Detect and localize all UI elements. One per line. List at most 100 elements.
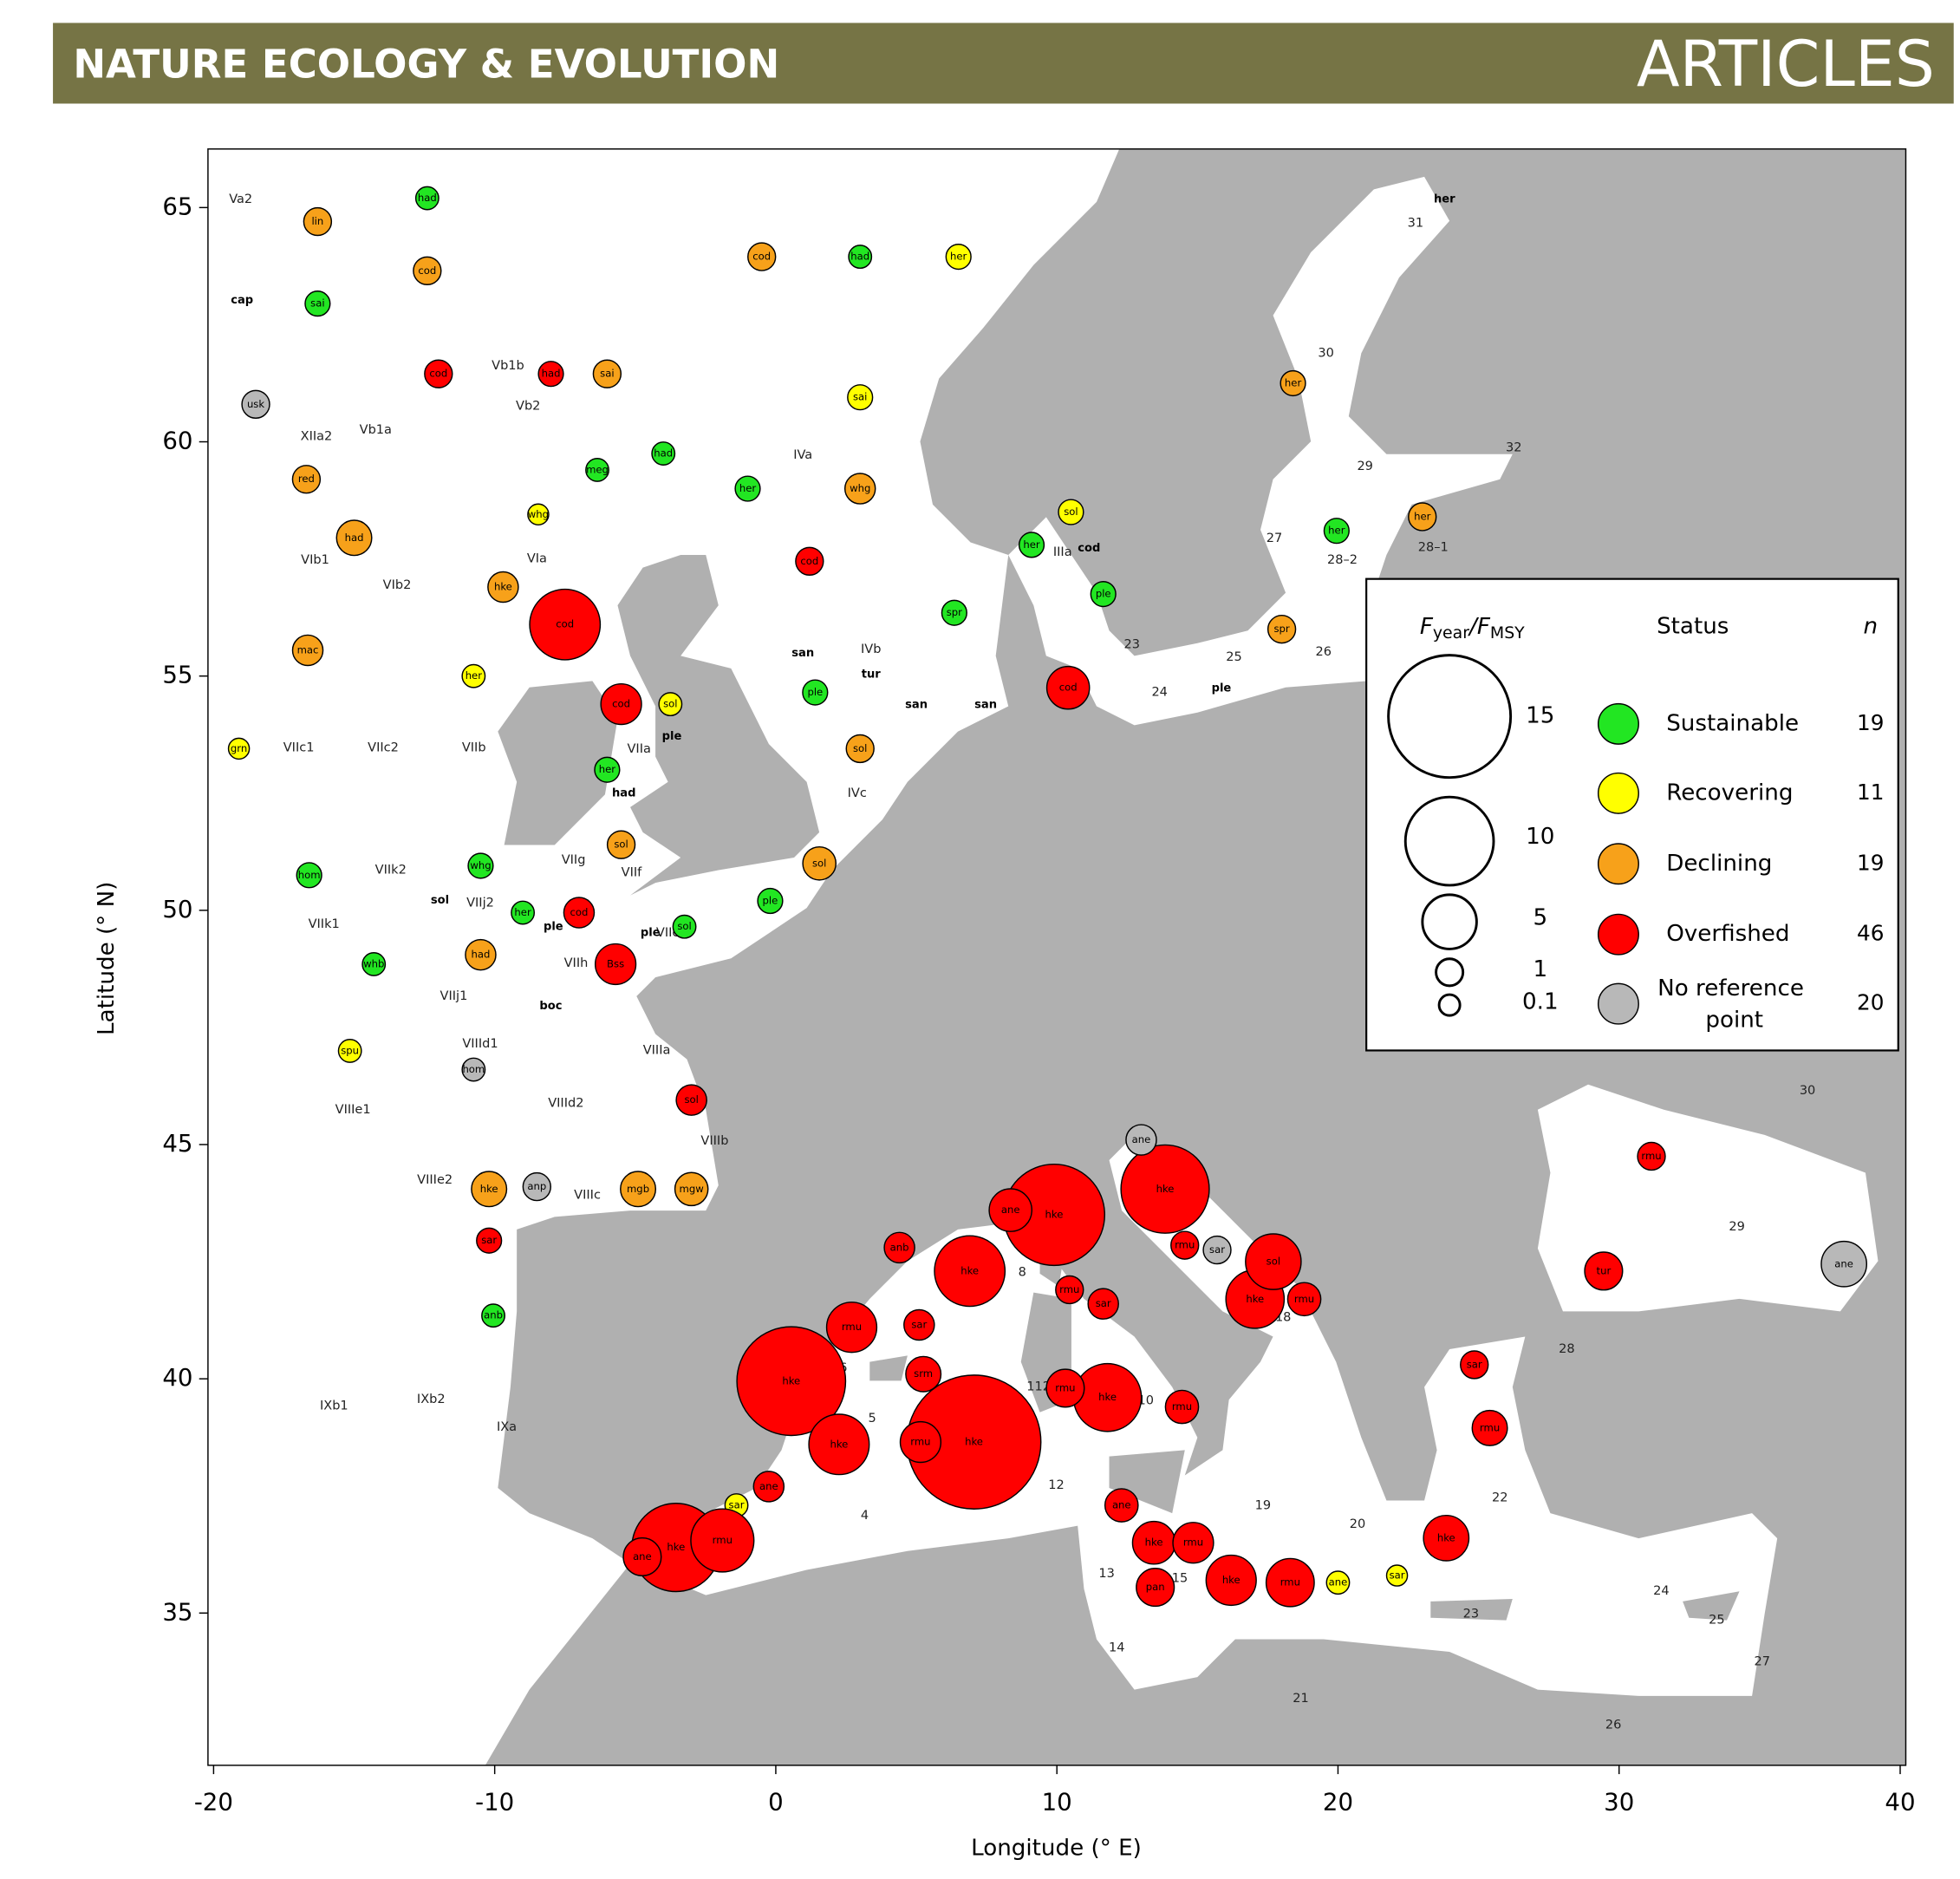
stock-code: cod: [570, 906, 588, 918]
stock-bubble: [752, 1471, 785, 1503]
stock-code: spu: [341, 1044, 359, 1056]
stock-bubble: [802, 679, 829, 706]
stock-bubble: [522, 1171, 551, 1202]
legend: Fyear/FMSY Status n 15 10 5 1 0.1 Sustainable 19 R…: [1365, 577, 1899, 1052]
stock-code: had: [345, 532, 364, 544]
stock-code: sar: [911, 1318, 927, 1330]
legend-swatch: [1597, 913, 1639, 956]
stock-bubble: [675, 1084, 707, 1116]
section-title: ARTICLES: [1637, 29, 1935, 101]
legend-label: No reference point: [1657, 975, 1811, 1033]
area-label: VIIIe2: [417, 1173, 453, 1187]
area-label: Vb1a: [360, 423, 392, 437]
stock-code: mgb: [627, 1183, 649, 1195]
stock-code: her: [950, 251, 967, 263]
area-label: IXb2: [417, 1393, 446, 1406]
stock-bubble: [747, 242, 777, 271]
legend-count: 19: [1857, 710, 1884, 735]
stock-bubble: [527, 503, 550, 526]
stock-bubble: [1323, 518, 1350, 545]
stock-bubble: [1164, 1389, 1200, 1425]
area-labels: Va2 Vb1b Vb2 XIIa2 Vb1a IVa VIb1 VIb2 VIa IIIa IVb…: [229, 192, 1815, 1732]
stock-label: cod: [1078, 542, 1100, 555]
area-label: 25: [1709, 1614, 1725, 1628]
stock-code: sol: [812, 857, 826, 869]
area-label: 30: [1318, 346, 1334, 360]
stock-bubble: [903, 1308, 935, 1341]
x-tick-label: 40: [1885, 1788, 1915, 1817]
area-label: VIIa: [627, 742, 650, 756]
stock-code: rmu: [1175, 1239, 1195, 1251]
stock-bubble: [414, 186, 440, 211]
x-tick-label: -20: [194, 1788, 233, 1817]
stock-code: ple: [1096, 588, 1111, 600]
stock-code: tur: [1597, 1264, 1612, 1276]
area-label: 27: [1267, 532, 1283, 545]
area-label: 26: [1315, 645, 1332, 659]
stock-code: red: [298, 473, 315, 485]
stock-code: rmu: [1294, 1293, 1314, 1305]
stock-code: hke: [1246, 1293, 1264, 1305]
area-label: IXa: [497, 1420, 517, 1434]
stock-code: cod: [429, 368, 447, 380]
area-label: 23: [1123, 637, 1140, 651]
stock-code: lin: [311, 215, 323, 227]
stock-code: hke: [965, 1436, 983, 1448]
stock-code: Bss: [607, 957, 624, 969]
stock-bubble: [600, 682, 642, 726]
stock-code: hke: [667, 1541, 685, 1553]
stock-label: ple: [641, 927, 661, 940]
black-sea: [1537, 1084, 1879, 1312]
stock-bubble: [413, 256, 442, 285]
atlantic: [207, 148, 1120, 1765]
stock-bubble: [736, 1326, 847, 1437]
stock-bubble: [1280, 369, 1306, 397]
stock-bubble: [899, 1420, 942, 1464]
stock-code: rmu: [1280, 1576, 1300, 1589]
stock-code: rmu: [1183, 1536, 1203, 1549]
stock-bubble: [1104, 1488, 1139, 1523]
stock-bubble: [795, 546, 824, 576]
area-label: 24: [1151, 686, 1167, 700]
size-legend-circle: [1437, 993, 1462, 1017]
stock-code: sai: [853, 391, 867, 403]
stock-bubble: [843, 473, 876, 505]
area-label: IXb1: [320, 1399, 348, 1413]
size-legend-circle: [1421, 893, 1478, 950]
size-title-part: year: [1433, 623, 1469, 643]
stock-code: anp: [527, 1180, 546, 1192]
stock-code: ane: [1834, 1257, 1853, 1269]
legend-count: 11: [1857, 780, 1884, 805]
stock-bubble: [511, 900, 536, 925]
legend-label: Declining: [1666, 851, 1772, 877]
stock-bubble: [658, 692, 683, 717]
stock-code: sar: [1390, 1569, 1405, 1582]
stock-code: hke: [1045, 1209, 1064, 1221]
stock-bubble: [1202, 1235, 1232, 1265]
area-label: 15: [1172, 1572, 1188, 1586]
area-label: 26: [1605, 1718, 1622, 1732]
stock-bubble: [672, 914, 697, 939]
stock-label: ple: [544, 920, 563, 933]
area-label: 19: [1255, 1498, 1272, 1512]
x-tick-label: 10: [1042, 1788, 1072, 1817]
size-title-part: F: [1420, 613, 1434, 639]
area-label: VIIj1: [440, 989, 468, 1003]
stock-code: sai: [600, 368, 614, 380]
y-tick-label: 50: [162, 895, 192, 923]
stock-bubble: [1245, 1233, 1302, 1290]
stock-code: mac: [297, 643, 319, 656]
stock-bubble: [1265, 1557, 1315, 1608]
stock-code: cod: [800, 555, 818, 567]
stock-bubble: [594, 756, 621, 783]
stock-code: sai: [310, 297, 324, 310]
cyprus: [1683, 1591, 1740, 1621]
stock-code: had: [542, 368, 561, 380]
stock-code: anb: [890, 1241, 909, 1253]
area-label: VIIc2: [368, 741, 399, 754]
area-label: 8: [1019, 1265, 1026, 1279]
size-legend-label: 10: [1526, 824, 1554, 850]
stock-bubble: [1055, 1275, 1084, 1305]
area-label: 5: [869, 1412, 876, 1426]
